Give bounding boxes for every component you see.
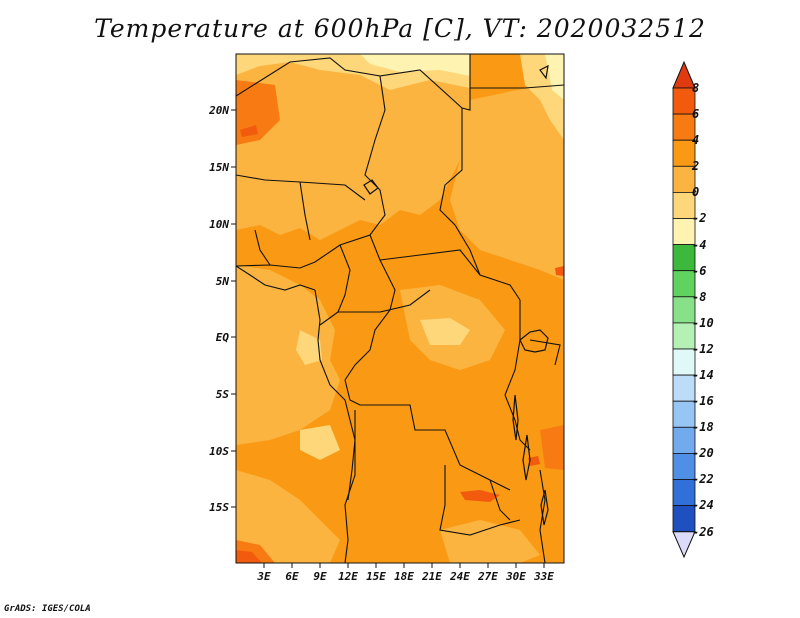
- lon-label-27e: 27E: [477, 570, 498, 583]
- lon-label-6e: 6E: [285, 570, 299, 583]
- country-borders: [236, 54, 564, 563]
- colorbar-label-8: 8: [692, 81, 699, 95]
- colorbar-label-minus16: -16: [692, 394, 714, 408]
- lon-label-21e: 21E: [421, 570, 442, 583]
- colorbar-label-minus18: -18: [692, 420, 714, 434]
- colorbar-label-minus20: -20: [692, 446, 714, 460]
- lat-label-10n: 10N: [209, 218, 229, 231]
- lat-label-eq: EQ: [216, 331, 230, 344]
- lat-label-5s: 5S: [216, 388, 230, 401]
- field-zone-minus4-minus2: [360, 54, 564, 100]
- lon-label-24e: 24E: [449, 570, 470, 583]
- lon-label-9e: 9E: [313, 570, 327, 583]
- lon-ticks: [263, 563, 545, 568]
- lon-label-18e: 18E: [394, 570, 414, 583]
- lon-labels: 3E 6E 9E 12E 15E 18E 21E 24E 27E 30E 33E: [256, 570, 554, 583]
- lat-ticks: [231, 109, 236, 508]
- colorbar: 8 6 4 2 0 -2 -4 -6 -8 -10 -12 -14 -16 -1…: [672, 60, 714, 559]
- colorbar-label-0: 0: [692, 185, 699, 199]
- colorbar-label-minus2: -2: [692, 211, 706, 225]
- colorbar-label-minus4: -4: [692, 238, 706, 252]
- lon-label-30e: 30E: [505, 570, 526, 583]
- colorbar-bottom-arrow: [672, 531, 696, 559]
- colorbar-label-minus8: -8: [692, 290, 706, 304]
- colorbar-label-4: 4: [692, 133, 699, 147]
- colorbar-label-2: 2: [691, 159, 699, 173]
- lat-label-15n: 15N: [209, 161, 229, 174]
- field-zone-4-6: [236, 125, 564, 563]
- colorbar-label-minus24: -24: [692, 498, 714, 512]
- colorbar-label-minus12: -12: [692, 342, 714, 356]
- chart-title: Temperature at 600hPa [C], VT: 202003251…: [94, 14, 706, 43]
- colorbar-label-minus26: -26: [692, 525, 714, 539]
- lat-label-5n: 5N: [216, 275, 230, 288]
- lon-label-15e: 15E: [366, 570, 386, 583]
- lat-labels: 20N 15N 10N 5N EQ 5S 10S 15S: [208, 104, 229, 514]
- lat-label-10s: 10S: [209, 445, 229, 458]
- colorbar-label-minus14: -14: [692, 368, 714, 382]
- lon-label-33e: 33E: [533, 570, 554, 583]
- lon-label-3e: 3E: [256, 570, 271, 583]
- temperature-field: [236, 54, 564, 563]
- colorbar-label-minus6: -6: [692, 264, 706, 278]
- colorbar-label-minus22: -22: [692, 472, 714, 486]
- map-frame: [235, 53, 565, 564]
- lat-label-15s: 15S: [209, 501, 229, 514]
- colorbar-label-minus10: -10: [692, 316, 714, 330]
- lakes: [363, 64, 549, 526]
- lat-label-20n: 20N: [208, 104, 229, 117]
- lon-label-12e: 12E: [338, 570, 358, 583]
- grads-credit: GrADS: IGES/COLA: [4, 604, 91, 614]
- colorbar-label-6: 6: [692, 107, 699, 121]
